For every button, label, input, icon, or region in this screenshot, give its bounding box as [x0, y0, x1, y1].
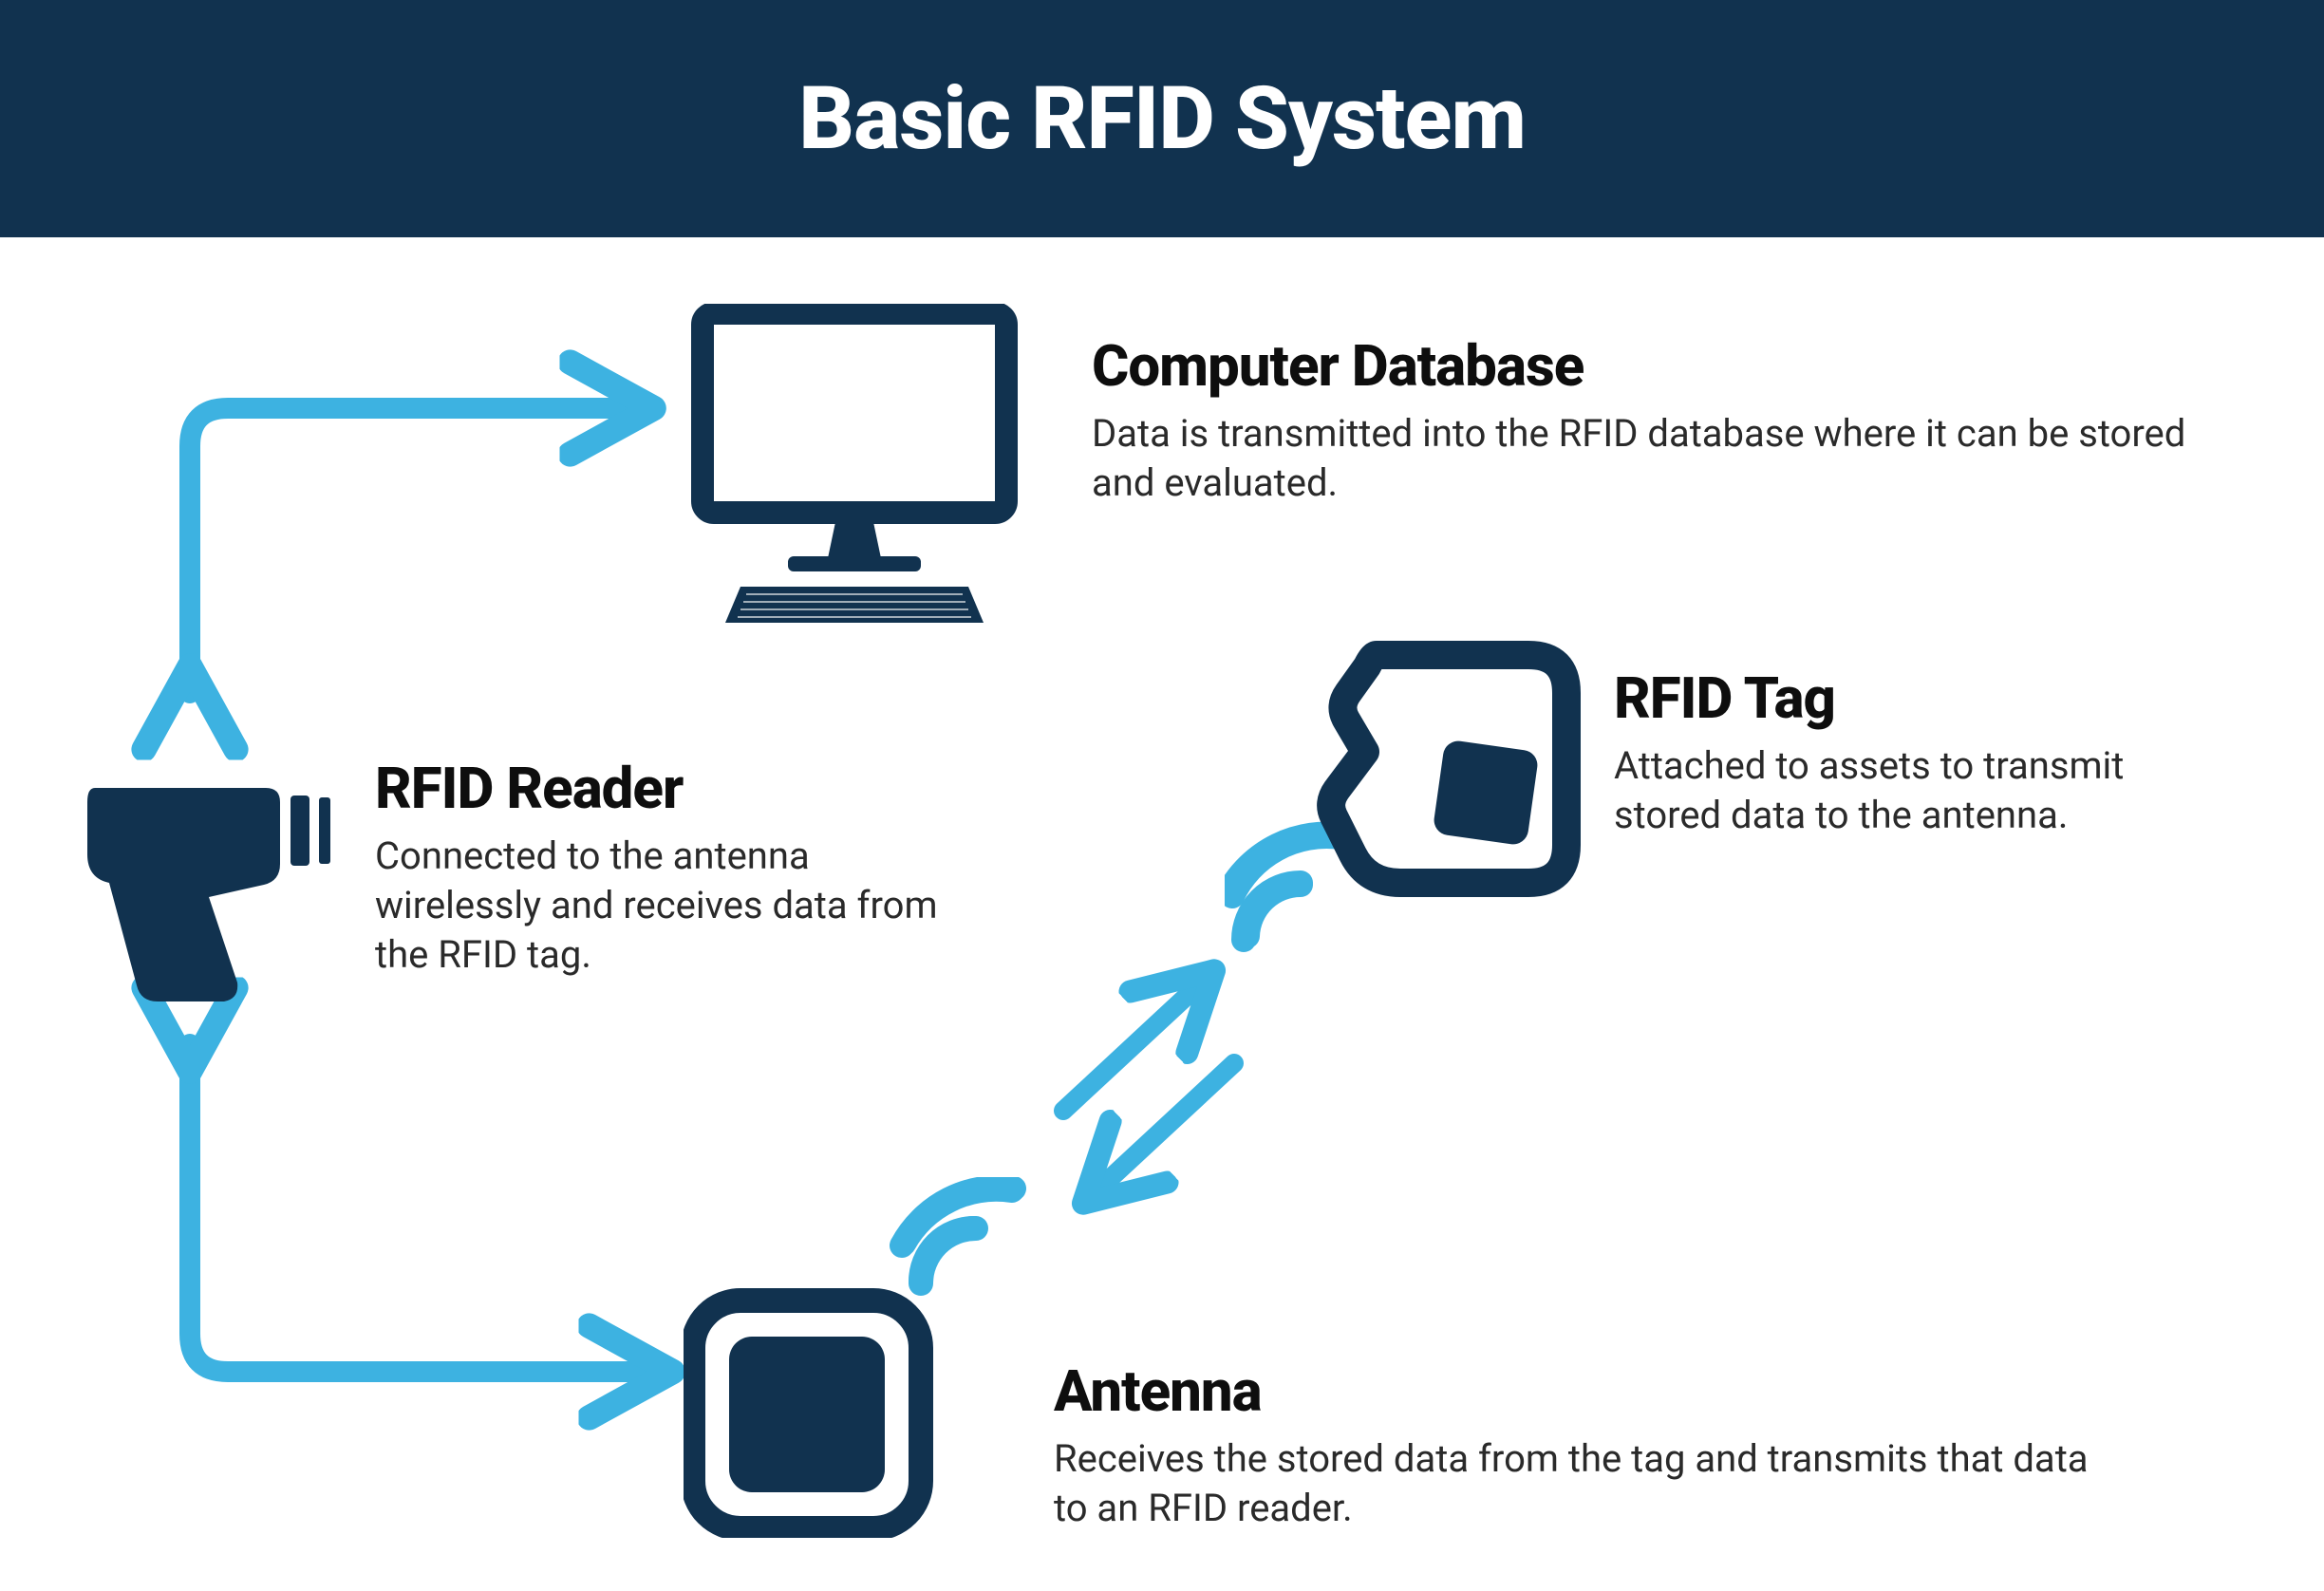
rfid-reader-title: RFID Reader	[375, 755, 945, 822]
computer-database-text: Computer Database Data is transmitted in…	[1092, 332, 2231, 508]
rfid-reader-desc: Connected to the antenna wirelessly and …	[375, 832, 945, 980]
header: Basic RFID System	[0, 0, 2324, 237]
page-title: Basic RFID System	[798, 68, 1526, 170]
antenna-title: Antenna	[1054, 1357, 2098, 1425]
antenna-desc: Receives the stored data from the tag an…	[1054, 1434, 2098, 1533]
arrow-reader-antenna	[190, 1044, 646, 1372]
arrow-reader-computer	[190, 408, 627, 693]
diagram-canvas: Computer Database Data is transmitted in…	[0, 237, 2324, 1591]
rfid-reader-icon	[76, 721, 351, 1006]
arrow-antenna-tag	[1063, 987, 1234, 1187]
rfid-tag-title: RFID Tag	[1614, 664, 2146, 732]
rfid-tag-text: RFID Tag Attached to assets to transmit …	[1614, 664, 2146, 840]
rfid-tag-desc: Attached to assets to transmit stored da…	[1614, 741, 2146, 840]
computer-database-desc: Data is transmitted into the RFID databa…	[1092, 409, 2231, 508]
antenna-icon	[684, 1177, 1035, 1538]
antenna-text: Antenna Receives the stored data from th…	[1054, 1357, 2098, 1533]
rfid-reader-text: RFID Reader Connected to the antenna wir…	[375, 755, 945, 980]
rfid-tag-icon	[1225, 617, 1585, 959]
computer-database-icon	[674, 304, 1035, 627]
computer-database-title: Computer Database	[1092, 332, 2231, 400]
